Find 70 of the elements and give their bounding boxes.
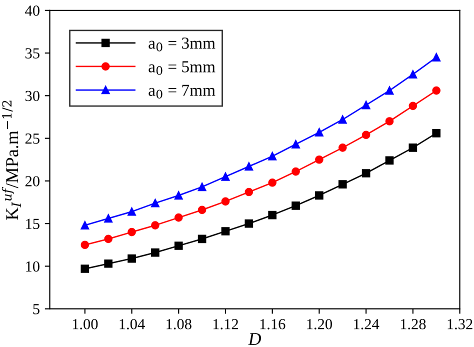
point (432, 53, 441, 62)
point (104, 214, 113, 223)
x-axis-title: D (248, 333, 262, 345)
point (315, 155, 324, 164)
point (292, 201, 300, 210)
point (432, 86, 441, 95)
point (151, 248, 160, 257)
point (244, 162, 254, 171)
legend-label: a$_{0}$ = 3mm (148, 38, 216, 52)
point (221, 172, 230, 181)
point (198, 182, 206, 192)
point (292, 167, 300, 176)
y-tick-label: 10 (26, 261, 40, 272)
point (151, 198, 160, 208)
y-tick-label: 20 (25, 176, 40, 186)
y-tick-label: 15 (26, 218, 40, 230)
x-tick-label: 1.08 (166, 318, 192, 330)
point (174, 213, 183, 222)
point (198, 206, 206, 214)
point (128, 207, 136, 216)
point (432, 129, 441, 138)
x-tick-label: 1.20 (307, 318, 332, 330)
point (198, 234, 206, 244)
point (244, 188, 254, 196)
y-tick-label: 30 (26, 90, 40, 102)
point (80, 264, 90, 273)
point (315, 191, 324, 200)
point (408, 70, 418, 79)
point (385, 156, 394, 165)
point (104, 234, 113, 244)
x-tick-label: 1.12 (213, 319, 238, 330)
point (80, 221, 90, 230)
point (292, 140, 300, 148)
y-axis-title: K$_{I}$$^{uf}$/MPa.m$^{−1/2}$ (2, 100, 21, 220)
legend-label: a$_{0}$ = 7mm (148, 84, 216, 99)
x-tick-label: 1.24 (354, 319, 380, 330)
point (362, 130, 370, 140)
x-tick-label: 1.28 (400, 318, 426, 330)
point (268, 152, 277, 160)
point (362, 169, 370, 178)
x-tick-label: 1.04 (120, 318, 145, 330)
y-tick-label: 40 (25, 6, 40, 16)
point (128, 254, 136, 263)
x-tick-label: 1.00 (72, 318, 98, 330)
point (244, 219, 254, 228)
point (174, 242, 183, 250)
point (362, 100, 370, 110)
point (268, 178, 277, 187)
x-tick-label: 1.16 (260, 319, 286, 330)
point (151, 221, 160, 230)
point (385, 117, 394, 126)
point (268, 210, 277, 220)
x-tick-label: 1.32 (448, 319, 472, 330)
point (338, 180, 347, 189)
y-tick-label: 5 (33, 304, 40, 314)
point (315, 128, 324, 137)
point (385, 86, 394, 95)
y-tick-label: 25 (25, 133, 40, 144)
point (128, 228, 136, 236)
point (174, 191, 183, 200)
legend-label: a$_{0}$ = 5mm (148, 61, 216, 75)
y-tick-label: 35 (26, 48, 40, 58)
point (80, 240, 90, 250)
point (338, 115, 347, 124)
point (408, 144, 418, 152)
point (221, 197, 230, 206)
point (408, 102, 418, 110)
point (221, 227, 230, 236)
point (104, 259, 113, 268)
point (338, 144, 347, 152)
